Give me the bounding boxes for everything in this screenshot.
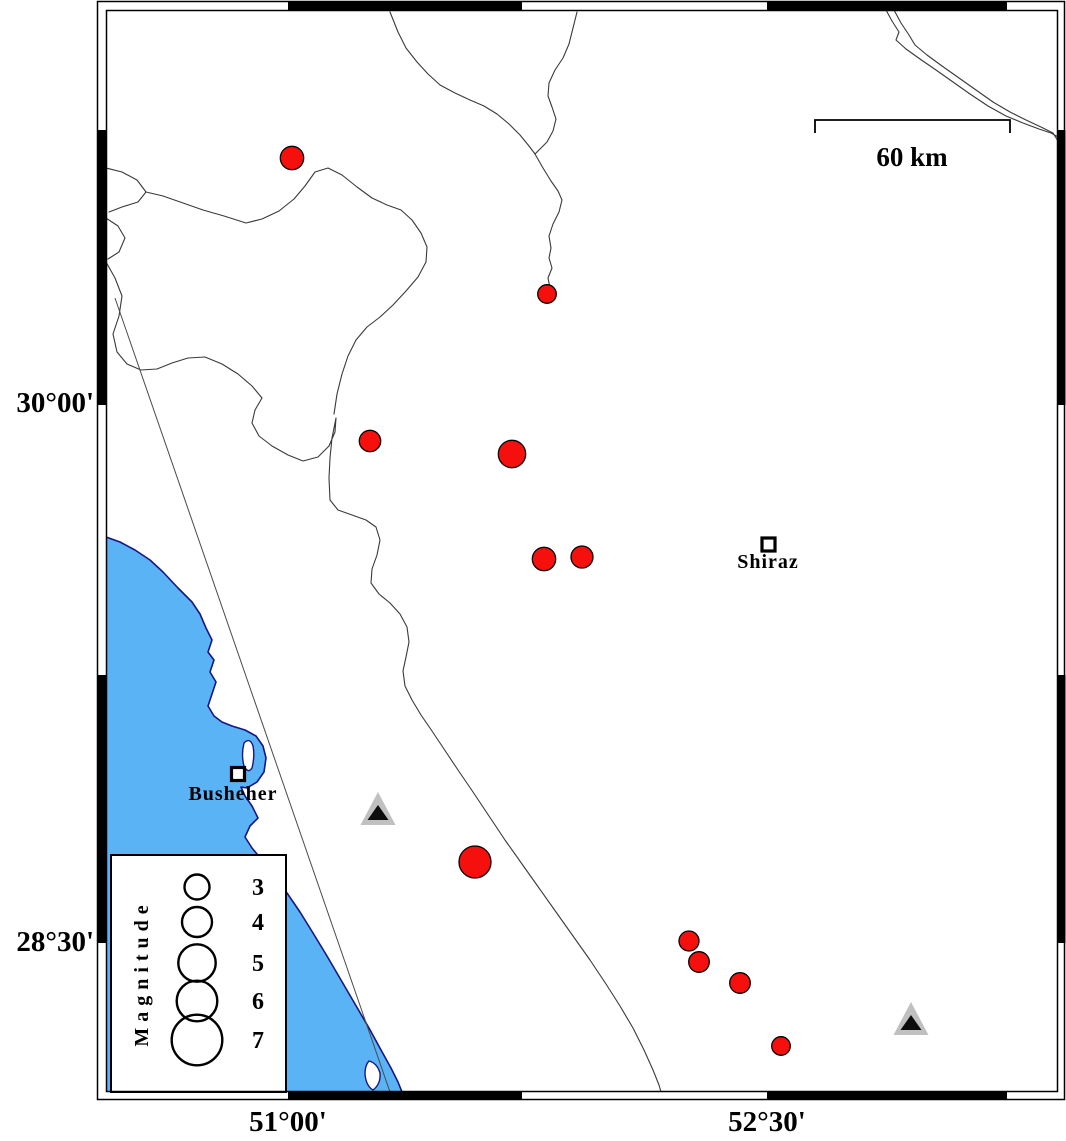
frame-bottom-black-2: [767, 1091, 1007, 1100]
lat-label-30-00: 30°00': [16, 387, 94, 419]
river-northeast-b: [893, 11, 1057, 141]
legend-magnitude-value: 7: [252, 1028, 264, 1054]
legend-magnitude-value: 5: [252, 951, 264, 977]
boundary-line: [114, 297, 391, 1091]
earthquake-symbol: [729, 972, 751, 994]
earthquake-symbol: [358, 429, 382, 453]
magnitude-legend: Magnitude 3 4 5 6 7: [110, 854, 287, 1093]
legend-box: [110, 854, 287, 1093]
legend-magnitude-circle: [170, 1013, 224, 1067]
earthquake-symbol: [537, 284, 557, 304]
frame-bottom-black-1: [288, 1091, 522, 1100]
river-northeast-a: [885, 11, 1057, 138]
frame-left-black-1: [97, 130, 107, 405]
frame-outer-line: [96, 0, 1066, 1101]
legend-magnitude-value: 3: [252, 875, 264, 901]
river-top-west-branch: [389, 11, 536, 155]
earthquake-symbol: [279, 145, 305, 171]
station-symbols: [360, 792, 929, 1035]
frame-right-black-1: [1057, 130, 1066, 405]
legend-entries: 3 4 5 6 7: [170, 873, 264, 1067]
earthquake-symbol: [531, 546, 557, 572]
south-island: [364, 1060, 381, 1091]
river-meander-loop: [145, 167, 428, 415]
map-frame: [96, 0, 1066, 1101]
earthquake-symbol: [678, 930, 700, 952]
frame-right-black-2: [1057, 675, 1066, 943]
frame-left-black-2: [97, 675, 107, 943]
earthquake-symbol: [570, 545, 594, 569]
city-label: Busheher: [188, 783, 277, 805]
earthquake-symbol: [497, 439, 527, 469]
river-top-east-branch: [534, 11, 578, 155]
river-west-hook-b: [107, 218, 126, 260]
axis-annotations: 30°00' 28°30' 51°00' 52°30': [16, 387, 805, 1138]
frame-top-black-2: [767, 1, 1007, 11]
legend-title: Magnitude: [131, 899, 153, 1046]
legend-magnitude-value: 4: [252, 910, 264, 936]
legend-magnitude-circle: [175, 979, 219, 1023]
legend-magnitude-circle: [183, 873, 211, 901]
legend-magnitude-circle: [180, 905, 214, 939]
river-long-southeast: [107, 262, 662, 1091]
city-square-marker: [760, 536, 777, 553]
scale-bar: 60 km: [814, 119, 1011, 172]
station-triangle-inner: [900, 1015, 922, 1030]
city-square-marker: [229, 765, 247, 783]
city-markers: Shiraz Busheher: [188, 536, 799, 805]
legend-magnitude-value: 6: [252, 989, 264, 1015]
earthquake-symbol: [688, 951, 710, 973]
lagoon-island: [241, 739, 255, 772]
scale-bar-label: 60 km: [876, 142, 948, 172]
scale-bar-bracket: [814, 119, 1011, 133]
earthquake-symbol: [458, 845, 492, 879]
frame-inner-line: [105, 9, 1059, 1093]
lon-label-51-00: 51°00': [249, 1106, 327, 1138]
city-label: Shiraz: [737, 551, 799, 573]
coastline: [107, 536, 403, 1091]
lon-label-52-30: 52°30': [728, 1106, 806, 1138]
frame-top-black-1: [288, 1, 522, 11]
earthquake-symbols: [279, 145, 791, 1056]
lat-label-28-30: 28°30': [16, 926, 94, 958]
earthquake-symbol: [771, 1036, 791, 1056]
river-junction-south: [534, 153, 563, 297]
station-triangle-inner: [367, 805, 389, 820]
